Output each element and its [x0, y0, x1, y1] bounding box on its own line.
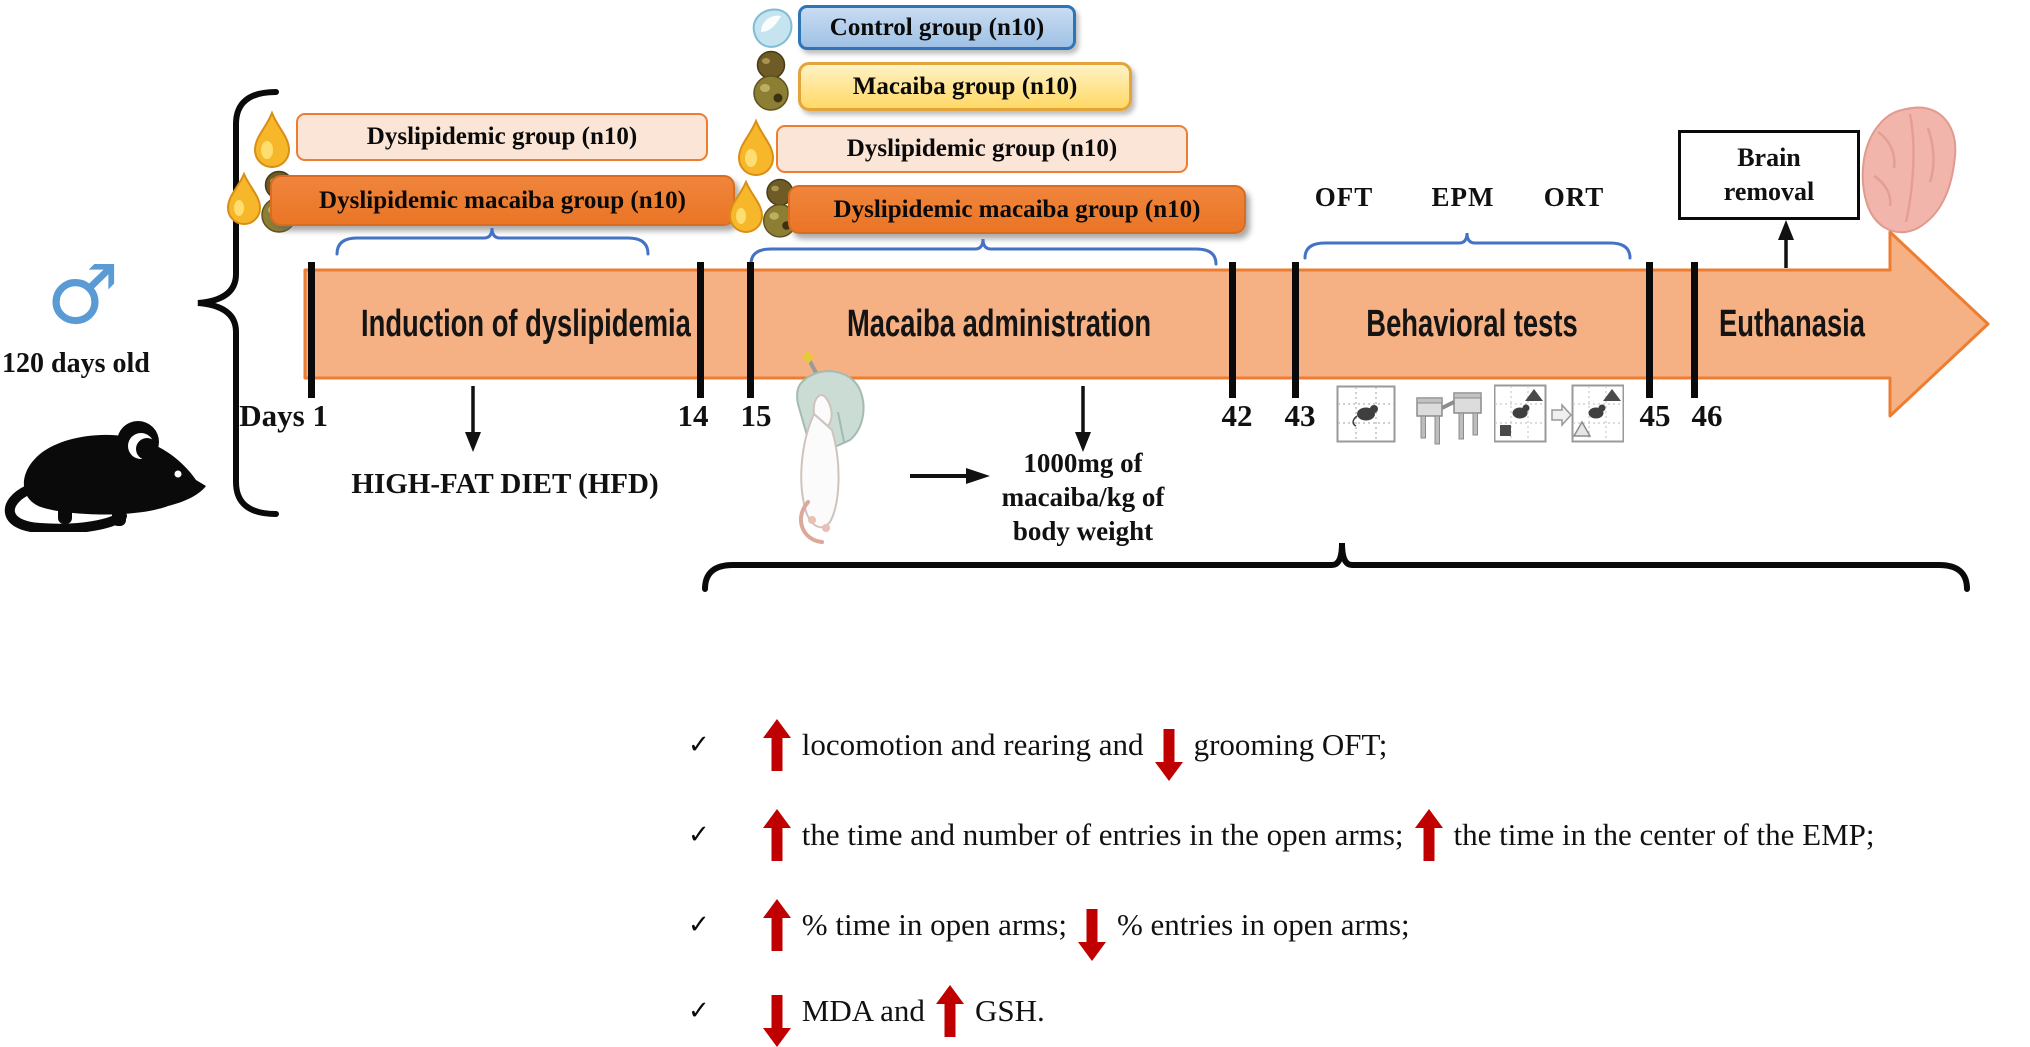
- timeline-section-macaiba: Macaiba administration: [847, 303, 1152, 345]
- increase-arrow-icon: [762, 719, 791, 771]
- dose-line: body weight: [1012, 516, 1154, 546]
- oil-drop-icon: [253, 110, 291, 168]
- legend-box-control: Control group (n10): [798, 5, 1076, 50]
- hfd-down-arrow-icon: [465, 386, 481, 452]
- timeline-section-euthanasia: Euthanasia: [1719, 303, 1865, 345]
- oil-drop-and-macaiba-fruit-icon: [728, 178, 797, 238]
- increase-arrow-icon: [762, 809, 791, 861]
- tick-day-14: [697, 262, 704, 398]
- findings-scope-brace: [702, 542, 1970, 592]
- finding-row: ✓ locomotion and rearing and grooming OF…: [688, 714, 1388, 781]
- days-label: Days 1: [239, 398, 328, 433]
- macaiba-groups-bracket: [749, 238, 1218, 266]
- decrease-arrow-icon: [1077, 909, 1106, 961]
- finding-text: % time in open arms;: [801, 907, 1067, 942]
- oil-drop-icon: [737, 118, 775, 176]
- timeline-arrow: [303, 230, 1990, 418]
- open-field-test-icon: [1336, 385, 1396, 443]
- legend-label: Macaiba group (n10): [852, 72, 1078, 100]
- behavioral-tests-bracket: [1303, 232, 1632, 260]
- male-symbol: ♂: [46, 248, 120, 343]
- finding-row: ✓ % time in open arms; % entries in open…: [688, 894, 1410, 961]
- increase-arrow-icon: [935, 985, 964, 1037]
- finding-text: MDA and: [801, 993, 925, 1028]
- finding-row: ✓ MDA and GSH.: [688, 980, 1045, 1047]
- dose-annotation: 1000mg of macaiba/kg of body weight: [963, 446, 1203, 548]
- legend-label: Dyslipidemic group (n10): [366, 123, 638, 150]
- oral-gavage-illustration: [796, 352, 865, 544]
- tick-day-1: [308, 262, 315, 398]
- dose-right-arrow-icon: [910, 468, 990, 484]
- finding-text: locomotion and rearing and: [801, 727, 1144, 762]
- legend-box-dyslipidemic-left: Dyslipidemic group (n10): [296, 113, 708, 161]
- finding-row: ✓ the time and number of entries in the …: [688, 804, 1875, 866]
- day-43: 43: [1284, 398, 1316, 433]
- finding-text: grooming OFT;: [1193, 727, 1388, 762]
- test-label-oft: OFT: [1314, 182, 1374, 212]
- brain-removal-box: Brain removal: [1678, 130, 1860, 220]
- legend-box-dyslipidemic-center: Dyslipidemic group (n10): [776, 125, 1188, 173]
- decrease-arrow-icon: [762, 995, 791, 1047]
- timeline-section-behavioral: Behavioral tests: [1366, 303, 1578, 345]
- tick-day-43: [1292, 262, 1299, 398]
- legend-label: Control group (n10): [829, 13, 1045, 41]
- increase-arrow-icon: [1414, 809, 1443, 861]
- object-recognition-test-icon: [1494, 384, 1624, 443]
- tick-day-46: [1691, 262, 1698, 398]
- increase-arrow-icon: [762, 899, 791, 951]
- checkmark-icon: ✓: [688, 730, 710, 760]
- checkmark-icon: ✓: [688, 910, 710, 940]
- elevated-plus-maze-icon: [1416, 392, 1482, 445]
- brain-up-arrow-icon: [1778, 220, 1794, 268]
- hfd-label: HIGH-FAT DIET (HFD): [351, 468, 659, 500]
- timeline-section-induction: Induction of dyslipidemia: [361, 303, 691, 345]
- day-46: 46: [1691, 398, 1723, 433]
- brain-icon: [1861, 106, 1957, 234]
- brain-removal-line: Brain: [1737, 143, 1801, 172]
- water-drop-icon: [752, 8, 793, 48]
- test-label-epm: EPM: [1431, 182, 1495, 212]
- day-14: 14: [677, 398, 709, 433]
- checkmark-icon: ✓: [688, 820, 710, 850]
- finding-text: the time and number of entries in the op…: [801, 817, 1404, 852]
- decrease-arrow-icon: [1154, 729, 1183, 781]
- checkmark-icon: ✓: [688, 996, 710, 1026]
- dose-line: 1000mg of: [1023, 448, 1143, 478]
- macaiba-fruit-icon: [753, 50, 789, 111]
- finding-text: GSH.: [974, 993, 1045, 1028]
- mouse-icon: [5, 421, 206, 532]
- tick-day-45: [1646, 262, 1653, 398]
- legend-box-dyslipidemic-macaiba-left: Dyslipidemic macaiba group (n10): [270, 175, 735, 226]
- legend-label: Dyslipidemic macaiba group (n10): [833, 195, 1201, 223]
- day-45: 45: [1639, 398, 1671, 433]
- finding-text: % entries in open arms;: [1116, 907, 1410, 942]
- tick-day-42: [1229, 262, 1236, 398]
- day-42: 42: [1221, 398, 1253, 433]
- legend-label: Dyslipidemic macaiba group (n10): [319, 186, 686, 214]
- finding-text: the time in the center of the EMP;: [1453, 817, 1875, 852]
- legend-label: Dyslipidemic group (n10): [846, 135, 1118, 162]
- subject-brace: [197, 89, 279, 517]
- test-label-ort: ORT: [1543, 182, 1605, 212]
- brain-removal-line: removal: [1723, 177, 1815, 206]
- tick-day-15: [747, 262, 754, 398]
- dose-line: macaiba/kg of: [1001, 482, 1165, 512]
- day-15: 15: [740, 398, 772, 433]
- legend-box-dyslipidemic-macaiba-center: Dyslipidemic macaiba group (n10): [788, 185, 1246, 234]
- age-label: 120 days old: [2, 348, 150, 379]
- induction-groups-bracket: [335, 227, 650, 256]
- legend-box-macaiba: Macaiba group (n10): [798, 62, 1132, 111]
- dose-down-arrow-icon: [1075, 386, 1091, 452]
